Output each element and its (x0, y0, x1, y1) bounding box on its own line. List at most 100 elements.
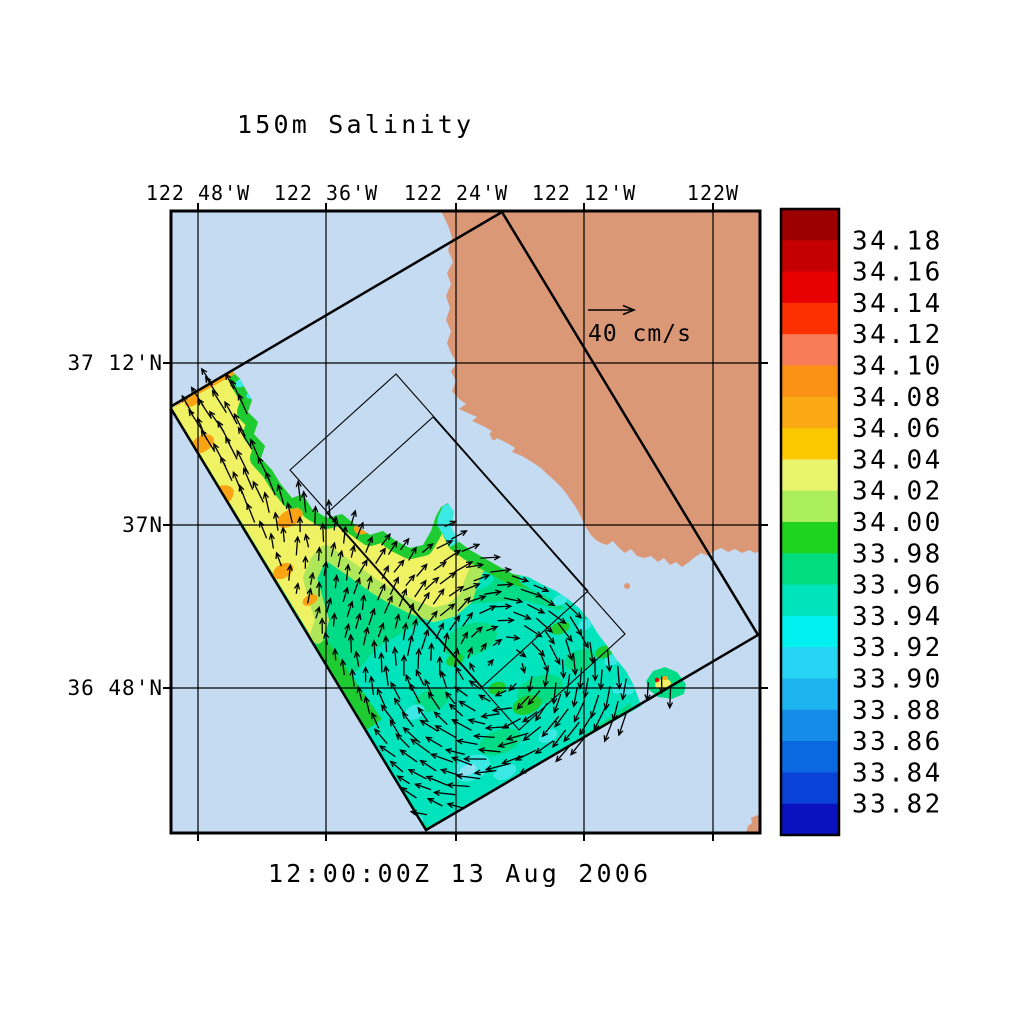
colorbar-tick-label: 34.08 (852, 383, 943, 413)
velocity-arrow (412, 618, 419, 635)
velocity-arrow (389, 760, 404, 773)
field-green-swedge (306, 639, 382, 733)
velocity-arrow (339, 658, 347, 676)
velocity-arrow (347, 633, 355, 653)
colorbar-band (781, 803, 839, 836)
velocity-arrow (368, 607, 376, 626)
velocity-arrow (407, 768, 427, 780)
velocity-arrow (303, 533, 310, 548)
field-green-blob (512, 695, 542, 715)
velocity-arrow (433, 711, 448, 725)
velocity-arrow (410, 738, 431, 754)
velocity-arrow (445, 691, 456, 705)
velocity-arrow (533, 584, 550, 593)
field-orange-patch (277, 508, 303, 528)
velocity-arrow (428, 642, 435, 661)
velocity-arrow (220, 455, 233, 482)
velocity-arrow (570, 735, 587, 756)
colorbar-band (781, 209, 839, 241)
velocity-arrow (443, 631, 450, 653)
velocity-arrow (400, 654, 408, 677)
velocity-arrow (538, 595, 556, 607)
velocity-arrow (520, 588, 543, 598)
velocity-arrow (467, 718, 486, 725)
velocity-arrow (268, 532, 275, 549)
velocity-arrow (450, 756, 473, 766)
velocity-arrow (394, 613, 401, 629)
coastal-islet (624, 583, 630, 589)
colorbar-band (781, 553, 839, 586)
velocity-arrow (571, 686, 578, 709)
velocity-arrow (400, 786, 417, 799)
velocity-arrow (496, 581, 515, 588)
velocity-arrow (224, 400, 238, 425)
velocity-arrow (393, 697, 407, 716)
colorbar-band (781, 396, 839, 429)
velocity-arrow (301, 490, 308, 513)
velocity-arrow (417, 591, 430, 611)
field-turquoise-fringe (519, 568, 650, 715)
velocity-arrow (275, 551, 283, 567)
velocity-arrow (319, 617, 326, 634)
velocity-arrow (349, 544, 356, 558)
velocity-arrow (337, 549, 344, 568)
velocity-arrow (571, 652, 579, 677)
colorbar-band (781, 459, 839, 492)
vector-scale-legend: 40 cm/s (588, 304, 691, 347)
velocity-arrow (426, 797, 443, 807)
velocity-arrow (296, 515, 304, 533)
velocity-arrow (453, 686, 468, 697)
velocity-arrow (293, 582, 301, 594)
velocity-arrow (445, 782, 470, 789)
velocity-arrow (258, 520, 268, 539)
colorbar-band (781, 365, 839, 398)
velocity-arrow (588, 642, 596, 665)
velocity-arrow (389, 576, 399, 595)
velocity-arrow (522, 726, 542, 742)
velocity-arrow (487, 658, 494, 666)
velocity-arrow (644, 682, 651, 702)
colorbar-band (781, 615, 839, 648)
velocity-arrow (511, 575, 530, 583)
colorbar-band (781, 741, 839, 773)
velocity-arrow (252, 480, 264, 503)
velocity-arrow (560, 659, 567, 680)
velocity-arrow (395, 733, 410, 748)
velocity-arrow (342, 586, 349, 603)
velocity-arrow (553, 693, 562, 714)
velocity-arrow (326, 597, 333, 613)
colorbar-tick-label: 33.82 (852, 790, 943, 820)
velocity-arrow (477, 694, 491, 703)
velocity-arrow (448, 703, 464, 717)
velocity-arrow (225, 436, 238, 460)
model-domain-boxes (171, 211, 760, 832)
velocity-arrow (513, 611, 532, 620)
velocity-arrow (272, 511, 280, 531)
velocity-arrow (409, 809, 428, 816)
velocity-arrow (286, 563, 294, 581)
velocity-arrow (582, 677, 589, 699)
velocity-arrow (262, 491, 270, 513)
velocity-arrow (479, 605, 497, 615)
field-turquoise-blob (404, 629, 436, 651)
velocity-arrow (551, 729, 567, 749)
velocity-arrow (353, 650, 361, 667)
velocity-arrow (380, 532, 391, 546)
velocity-arrow (373, 728, 388, 745)
outer-domain-box (171, 211, 760, 832)
velocity-arrow (468, 594, 487, 603)
axis-labels: 122 48'W 122 36'W 122 24'W 122 12'W 122W 37 1… (67, 181, 738, 700)
velocity-arrow (332, 647, 339, 661)
colorbar-band (781, 522, 839, 554)
colorbar-tick-label: 34.06 (852, 414, 943, 444)
velocity-arrow (383, 664, 390, 686)
velocity-arrow (408, 682, 421, 704)
map-border (169, 209, 762, 835)
field-cyan-patch (552, 594, 568, 606)
velocity-arrow (490, 566, 513, 574)
velocity-arrow (371, 711, 380, 729)
velocity-arrow (237, 393, 248, 415)
velocity-arrow (473, 769, 497, 776)
velocity-arrow (399, 537, 410, 551)
velocity-arrow (548, 610, 567, 625)
